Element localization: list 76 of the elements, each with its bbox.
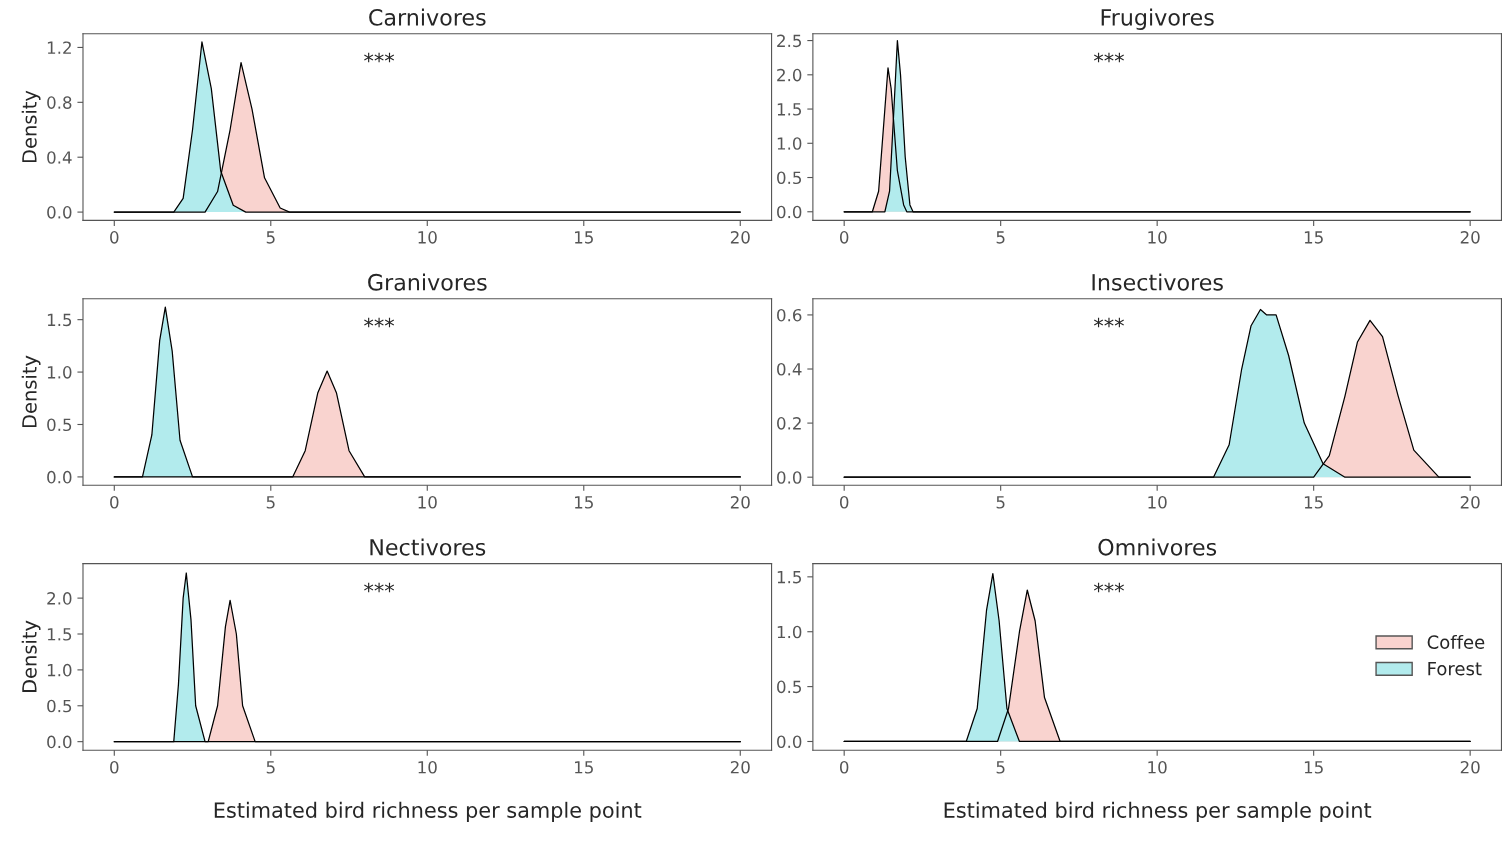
x-tick-label: 15 [575,231,593,244]
y-tick-label: 1.0 [777,625,802,639]
y-tick-label: 2.0 [47,592,72,605]
x-tick-label: 15 [1304,231,1323,244]
annotation: *** [1093,317,1124,328]
x-tick-label: 15 [575,761,593,774]
y-tick-label: 0.0 [47,206,72,219]
x-tick-label: 5 [996,231,1005,244]
y-tick-label: 0.0 [47,735,72,749]
x-tick-label: 0 [110,231,119,244]
x-tick-label: 0 [839,231,849,244]
y-tick-label: 2.5 [777,34,802,48]
x-tick-label: 20 [1460,231,1480,244]
chart-title: Granivores [368,273,487,291]
y-tick-label: 0.0 [47,470,72,484]
x-tick-label: 5 [266,231,275,244]
x-tick-label: 20 [730,760,750,774]
annotation: *** [364,317,395,328]
y-tick-label: 1.0 [47,366,72,379]
x-tick-label: 0 [110,760,119,774]
x-tick-label: 10 [418,231,437,244]
x-tick-label: 5 [266,496,275,509]
x-tick-label: 5 [996,496,1005,509]
x-tick-label: 5 [996,761,1005,774]
x-tick-label: 15 [1304,761,1323,774]
y-tick-label: 0.5 [777,680,802,694]
x-tick-label: 20 [730,231,750,244]
x-tick-label: 20 [1460,760,1480,774]
x-tick-label: 10 [418,496,437,509]
y-tick-label: 0.5 [47,418,72,432]
x-tick-label: 15 [575,496,593,509]
y-tick-label: 0.5 [777,171,802,185]
y-tick-label: 1.0 [47,663,72,677]
x-tick-label: 20 [1460,496,1480,509]
y-tick-label: 0.8 [47,96,72,109]
x-tick-label: 10 [1148,231,1167,244]
x-tick-label: 0 [110,496,119,509]
y-tick-label: 1.5 [47,313,72,327]
chart-title: Carnivores [369,8,486,26]
x-axis-title: Estimated bird richness per sample point [944,801,1372,822]
chart-title: Insectivores [1092,273,1223,291]
y-axis-title: Density [21,90,41,163]
y-tick-label: 1.0 [777,137,802,150]
x-axis-title: Estimated bird richness per sample point [214,801,642,822]
y-tick-label: 1.5 [777,103,802,116]
annotation: *** [364,582,395,593]
y-tick-label: 0.6 [777,308,802,322]
y-tick-label: 1.2 [47,41,71,54]
y-tick-label: 0.2 [777,417,801,430]
x-tick-label: 15 [1304,496,1323,509]
x-tick-label: 5 [266,761,275,774]
x-tick-label: 0 [839,760,849,774]
y-axis-title: Density [21,620,41,693]
x-tick-label: 0 [839,496,849,509]
x-tick-label: 10 [1148,760,1167,774]
x-tick-label: 20 [730,496,750,509]
y-tick-label: 1.5 [777,571,802,584]
annotation: *** [364,52,395,63]
y-tick-label: 0.4 [777,362,802,376]
y-tick-label: 1.5 [47,628,72,641]
y-tick-label: 0.0 [777,471,802,484]
x-tick-label: 10 [1148,496,1167,509]
annotation: *** [1093,52,1124,63]
y-tick-label: 0.4 [47,151,72,164]
y-tick-label: 0.0 [777,735,802,749]
y-tick-label: 0.0 [777,205,802,219]
y-tick-label: 0.5 [47,699,72,713]
x-tick-label: 10 [418,760,437,774]
chart-title: Nectivores [370,538,486,556]
y-axis-title: Density [21,355,41,428]
legend-label: Coffee [1427,634,1485,649]
chart-title: Omnivores [1098,538,1217,556]
annotation: *** [1093,582,1124,593]
chart-title: Frugivores [1101,8,1214,31]
legend-label: Forest [1428,662,1482,676]
y-tick-label: 2.0 [777,68,802,82]
